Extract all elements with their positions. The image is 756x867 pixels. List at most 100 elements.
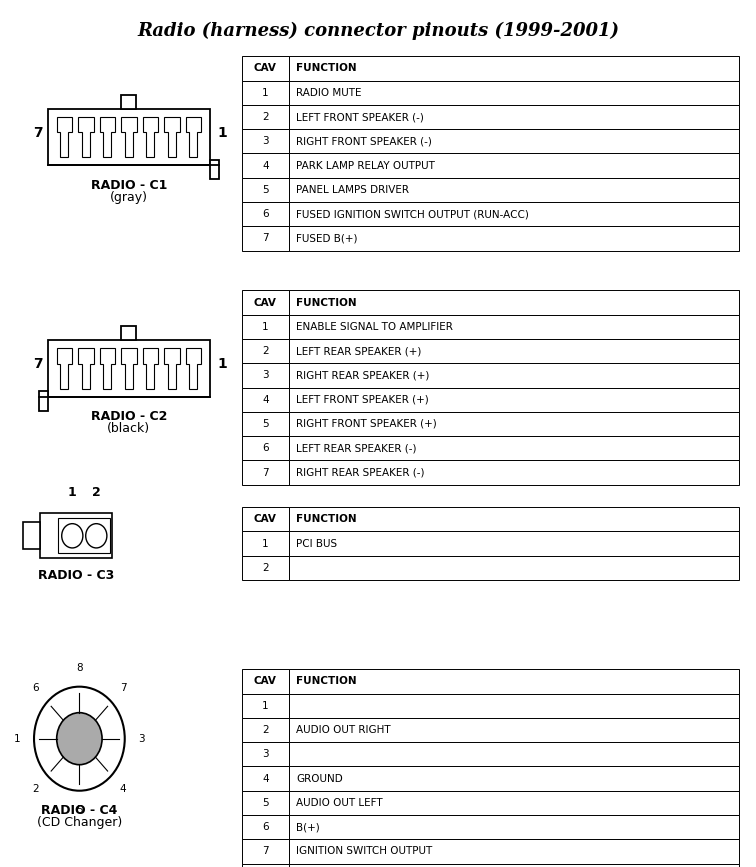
Bar (242, 412, 289, 436)
Text: (gray): (gray) (110, 191, 148, 204)
Bar (289, 363, 739, 388)
Text: 6: 6 (262, 822, 268, 832)
Text: 2: 2 (262, 725, 268, 735)
Text: B(+): B(+) (296, 822, 320, 832)
Text: FUNCTION: FUNCTION (296, 63, 357, 74)
Bar (242, 531, 289, 556)
Text: 7: 7 (262, 846, 268, 857)
Text: (CD Changer): (CD Changer) (37, 816, 122, 829)
Bar (289, 766, 739, 791)
Text: 5: 5 (262, 798, 268, 808)
Bar (242, 339, 289, 363)
Bar (242, 363, 289, 388)
Text: 6: 6 (33, 683, 39, 694)
Text: 3: 3 (262, 749, 268, 759)
Text: ENABLE SIGNAL TO AMPLIFIER: ENABLE SIGNAL TO AMPLIFIER (296, 322, 454, 332)
Bar (242, 290, 289, 315)
Text: 6: 6 (262, 443, 268, 453)
Bar (48, 341, 210, 397)
Text: 2: 2 (262, 112, 268, 122)
Text: 5: 5 (262, 185, 268, 195)
Bar (242, 153, 289, 178)
Bar (242, 839, 289, 864)
Polygon shape (57, 349, 72, 388)
Text: FUNCTION: FUNCTION (296, 514, 357, 525)
Text: RIGHT FRONT SPEAKER (-): RIGHT FRONT SPEAKER (-) (296, 136, 432, 147)
Bar (23, 522, 40, 550)
Text: RIGHT REAR SPEAKER (+): RIGHT REAR SPEAKER (+) (296, 370, 429, 381)
Circle shape (34, 687, 125, 791)
Bar (289, 129, 739, 153)
Text: 1: 1 (218, 357, 228, 371)
Text: 4: 4 (262, 160, 268, 171)
Text: 4: 4 (120, 784, 126, 794)
Bar (289, 388, 739, 412)
Text: 4: 4 (262, 773, 268, 784)
Text: FUSED IGNITION SWITCH OUTPUT (RUN-ACC): FUSED IGNITION SWITCH OUTPUT (RUN-ACC) (296, 209, 529, 219)
Text: 7: 7 (33, 357, 42, 371)
Text: 1: 1 (218, 126, 228, 140)
Bar (289, 556, 739, 580)
Bar (289, 412, 739, 436)
Bar (48, 108, 210, 165)
Polygon shape (57, 117, 72, 157)
Text: LEFT REAR SPEAKER (+): LEFT REAR SPEAKER (+) (296, 346, 422, 356)
Text: (black): (black) (107, 422, 150, 435)
Text: 7: 7 (262, 233, 268, 244)
Polygon shape (121, 117, 137, 157)
Text: LEFT REAR SPEAKER (-): LEFT REAR SPEAKER (-) (296, 443, 417, 453)
Bar (242, 718, 289, 742)
Bar (289, 507, 739, 531)
Text: RADIO - C3: RADIO - C3 (38, 569, 114, 582)
Text: 2: 2 (262, 563, 268, 573)
Bar (242, 742, 289, 766)
Bar (289, 864, 739, 867)
Text: AUDIO OUT RIGHT: AUDIO OUT RIGHT (296, 725, 391, 735)
Bar (289, 81, 739, 105)
Text: FUNCTION: FUNCTION (296, 297, 357, 308)
Bar (289, 718, 739, 742)
Polygon shape (143, 117, 158, 157)
Text: RADIO MUTE: RADIO MUTE (296, 88, 362, 98)
Bar (289, 105, 739, 129)
Bar (242, 436, 289, 460)
Text: 2: 2 (262, 346, 268, 356)
Text: Radio (harness) connector pinouts (1999-2001): Radio (harness) connector pinouts (1999-… (137, 22, 619, 40)
Bar (242, 669, 289, 694)
Text: 2: 2 (92, 486, 101, 499)
Bar (289, 694, 739, 718)
Bar (242, 694, 289, 718)
Polygon shape (100, 117, 115, 157)
Bar (242, 56, 289, 81)
Text: 4: 4 (262, 394, 268, 405)
Text: CAV: CAV (254, 676, 277, 687)
Bar (289, 460, 739, 485)
Bar (39, 392, 48, 411)
Text: RADIO - C4: RADIO - C4 (41, 804, 118, 817)
Bar (289, 56, 739, 81)
Bar (242, 202, 289, 226)
Text: RIGHT REAR SPEAKER (-): RIGHT REAR SPEAKER (-) (296, 467, 425, 478)
Text: 1: 1 (14, 733, 20, 744)
Bar (289, 226, 739, 251)
Bar (289, 839, 739, 864)
Text: PARK LAMP RELAY OUTPUT: PARK LAMP RELAY OUTPUT (296, 160, 435, 171)
Text: FUSED B(+): FUSED B(+) (296, 233, 358, 244)
Bar (289, 153, 739, 178)
Text: 1: 1 (262, 538, 268, 549)
Bar (242, 864, 289, 867)
Polygon shape (121, 349, 137, 388)
Circle shape (62, 524, 83, 548)
Bar (289, 202, 739, 226)
Polygon shape (186, 117, 201, 157)
Text: 1: 1 (262, 88, 268, 98)
Text: IGNITION SWITCH OUTPUT: IGNITION SWITCH OUTPUT (296, 846, 432, 857)
Polygon shape (78, 349, 94, 388)
Text: GROUND: GROUND (296, 773, 343, 784)
Text: PCI BUS: PCI BUS (296, 538, 337, 549)
Text: CAV: CAV (254, 514, 277, 525)
Text: 7: 7 (120, 683, 126, 694)
Bar (242, 766, 289, 791)
Text: FUNCTION: FUNCTION (296, 676, 357, 687)
Bar (121, 95, 136, 108)
